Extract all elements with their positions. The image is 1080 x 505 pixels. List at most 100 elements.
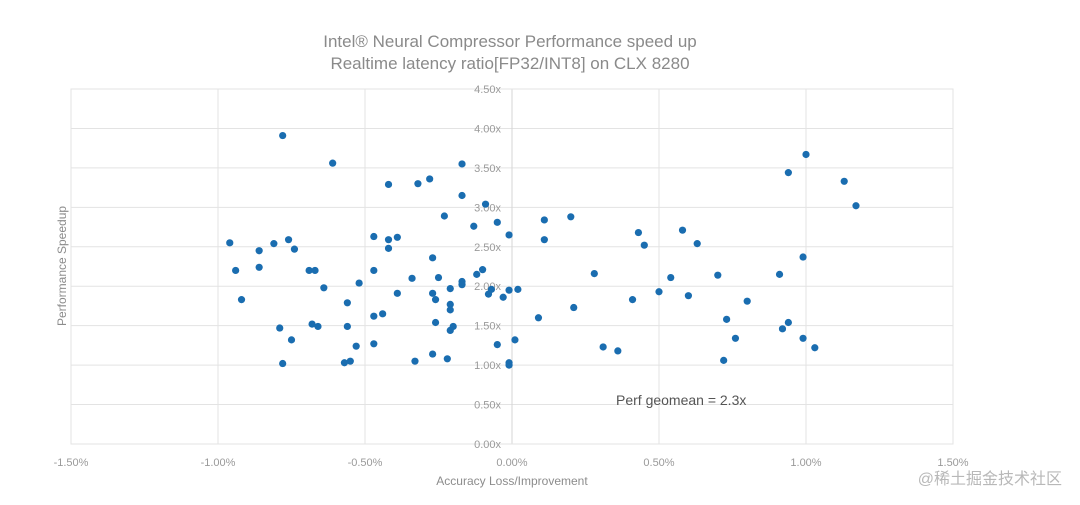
data-point xyxy=(237,296,246,304)
data-point xyxy=(514,285,522,293)
data-point xyxy=(505,286,513,294)
data-point xyxy=(505,231,513,239)
data-point xyxy=(446,300,454,308)
plot-area xyxy=(70,88,954,445)
data-point xyxy=(431,318,440,327)
data-point xyxy=(384,244,393,252)
x-tick-labels: -1.50% -1.00% -0.50% 0.00% 0.50% 1.00% 1.50% xyxy=(54,457,969,469)
chart-subtitle: Realtime latency ratio[FP32/INT8] on CLX… xyxy=(330,54,689,73)
data-point xyxy=(784,318,792,327)
data-point xyxy=(784,169,792,177)
data-point xyxy=(634,228,643,237)
data-point xyxy=(408,274,416,282)
data-point xyxy=(487,285,496,293)
data-point xyxy=(628,296,637,304)
data-point xyxy=(370,266,378,275)
data-point xyxy=(370,232,378,241)
data-point xyxy=(540,236,548,244)
data-point xyxy=(429,254,437,262)
x-tick-label: -0.50% xyxy=(348,457,383,469)
y-tick-label: 0.50x xyxy=(474,400,501,412)
data-point xyxy=(799,253,807,261)
data-point xyxy=(458,281,466,289)
data-point xyxy=(305,266,313,275)
data-point xyxy=(590,270,598,278)
data-point xyxy=(479,266,487,274)
data-point xyxy=(458,191,466,200)
data-point xyxy=(379,310,387,318)
data-point xyxy=(290,245,299,253)
data-point xyxy=(370,340,378,348)
y-tick-label: 3.00x xyxy=(474,202,501,214)
data-point xyxy=(352,342,360,350)
data-point xyxy=(429,289,437,297)
y-tick-label: 1.00x xyxy=(474,360,501,372)
y-tick-label: 4.50x xyxy=(474,84,501,96)
data-point xyxy=(340,359,349,367)
data-point xyxy=(411,357,419,365)
y-tick-label: 2.50x xyxy=(474,242,501,254)
data-point xyxy=(720,356,728,364)
chart-title: Intel® Neural Compressor Performance spe… xyxy=(323,32,696,51)
data-point xyxy=(775,270,784,278)
data-point xyxy=(481,200,490,208)
x-tick-label: -1.50% xyxy=(54,457,89,469)
geomean-annotation: Perf geomean = 2.3x xyxy=(616,392,746,408)
data-point xyxy=(723,315,731,323)
data-point xyxy=(470,222,478,230)
data-point xyxy=(599,343,607,351)
data-point xyxy=(655,288,663,296)
data-point xyxy=(226,239,234,247)
data-point xyxy=(426,175,434,183)
data-point xyxy=(255,247,263,255)
data-point xyxy=(320,284,328,292)
data-point xyxy=(449,322,457,331)
data-point xyxy=(493,341,501,349)
data-point xyxy=(255,263,263,271)
data-point xyxy=(505,361,513,369)
data-point xyxy=(279,131,287,140)
data-point xyxy=(384,180,393,189)
data-point xyxy=(393,289,401,297)
data-point xyxy=(667,273,675,282)
data-point xyxy=(499,293,507,301)
data-point xyxy=(346,357,354,365)
data-point xyxy=(270,240,278,248)
data-point xyxy=(370,312,378,320)
data-point xyxy=(434,273,443,282)
data-point xyxy=(443,355,451,363)
x-tick-label: 0.00% xyxy=(496,457,527,469)
data-point xyxy=(446,306,454,314)
data-point xyxy=(540,216,548,224)
data-point xyxy=(287,336,296,344)
data-point xyxy=(731,334,740,342)
x-axis-label: Accuracy Loss/Improvement xyxy=(436,474,588,488)
data-point xyxy=(714,271,722,279)
data-point xyxy=(799,334,807,342)
data-point xyxy=(232,266,240,275)
grid xyxy=(70,88,954,445)
data-point xyxy=(840,177,848,185)
data-point xyxy=(446,284,454,293)
data-point xyxy=(279,359,287,368)
data-point xyxy=(276,324,284,332)
data-point xyxy=(343,322,351,331)
x-tick-label: 1.50% xyxy=(937,457,968,469)
x-tick-label: 1.00% xyxy=(790,457,821,469)
data-point xyxy=(570,303,578,312)
data-point xyxy=(640,241,648,249)
x-tick-label: -1.00% xyxy=(201,457,236,469)
data-point xyxy=(493,218,501,226)
y-tick-label: 3.50x xyxy=(474,163,501,175)
data-point xyxy=(693,240,701,248)
data-point xyxy=(534,314,543,322)
data-point xyxy=(743,297,751,305)
y-axis-label: Performance Speedup xyxy=(55,206,69,326)
data-point xyxy=(414,180,422,188)
y-tick-label: 0.00x xyxy=(474,439,501,451)
data-point xyxy=(802,150,810,159)
data-point xyxy=(314,322,322,331)
data-point xyxy=(684,292,693,300)
data-point xyxy=(567,213,575,221)
